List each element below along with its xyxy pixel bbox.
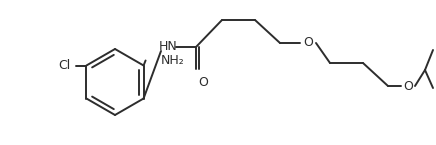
Text: NH₂: NH₂: [160, 54, 184, 67]
Text: Cl: Cl: [58, 59, 71, 72]
Text: O: O: [198, 76, 208, 88]
Text: O: O: [403, 79, 413, 93]
Text: O: O: [303, 37, 313, 49]
Text: HN: HN: [159, 40, 177, 54]
